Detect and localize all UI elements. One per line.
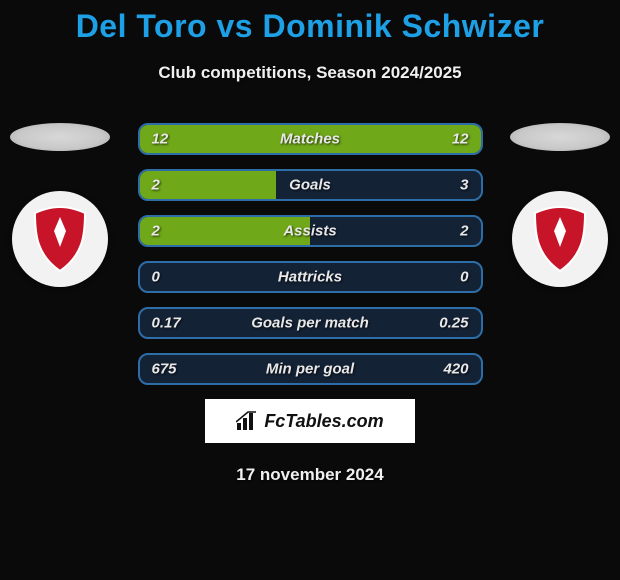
branding-text: FcTables.com <box>264 411 383 432</box>
subtitle: Club competitions, Season 2024/2025 <box>0 63 620 83</box>
stat-value-right: 12 <box>452 131 469 148</box>
team-badge-right <box>512 191 608 287</box>
shield-icon <box>31 205 89 273</box>
player-right-col <box>500 123 620 287</box>
branding-banner: FcTables.com <box>205 399 415 443</box>
stat-value-right: 420 <box>443 361 468 378</box>
stat-row: 2 Goals 3 <box>138 169 483 201</box>
stat-label: Goals <box>289 177 331 194</box>
team-badge-left <box>12 191 108 287</box>
stat-value-right: 2 <box>460 223 468 240</box>
stat-value-left: 2 <box>152 223 160 240</box>
stat-row: 12 Matches 12 <box>138 123 483 155</box>
player-left-col <box>0 123 120 287</box>
stat-value-right: 3 <box>460 177 468 194</box>
content: 12 Matches 12 2 Goals 3 2 Assists 2 0 Hattricks 0 0.… <box>0 123 620 485</box>
date-text: 17 november 2024 <box>0 465 620 485</box>
stat-row: 0.17 Goals per match 0.25 <box>138 307 483 339</box>
stat-value-left: 2 <box>152 177 160 194</box>
stat-label: Matches <box>280 131 340 148</box>
stats-table: 12 Matches 12 2 Goals 3 2 Assists 2 0 Hattricks 0 0.… <box>138 123 483 385</box>
stat-label: Min per goal <box>266 361 354 378</box>
shield-icon <box>531 205 589 273</box>
player-right-silhouette <box>510 123 610 151</box>
stat-row: 675 Min per goal 420 <box>138 353 483 385</box>
stat-label: Assists <box>283 223 336 240</box>
stat-value-left: 0 <box>152 269 160 286</box>
stat-value-left: 675 <box>152 361 177 378</box>
stat-label: Goals per match <box>251 315 369 332</box>
stat-value-left: 0.17 <box>152 315 181 332</box>
stat-label: Hattricks <box>278 269 342 286</box>
stat-value-left: 12 <box>152 131 169 148</box>
comparison-card: Del Toro vs Dominik Schwizer Club compet… <box>0 0 620 485</box>
stat-fill-left <box>140 171 276 199</box>
stat-value-right: 0 <box>460 269 468 286</box>
player-left-silhouette <box>10 123 110 151</box>
stat-value-right: 0.25 <box>439 315 468 332</box>
stat-row: 2 Assists 2 <box>138 215 483 247</box>
stat-row: 0 Hattricks 0 <box>138 261 483 293</box>
page-title: Del Toro vs Dominik Schwizer <box>0 8 620 45</box>
chart-icon <box>236 411 258 431</box>
